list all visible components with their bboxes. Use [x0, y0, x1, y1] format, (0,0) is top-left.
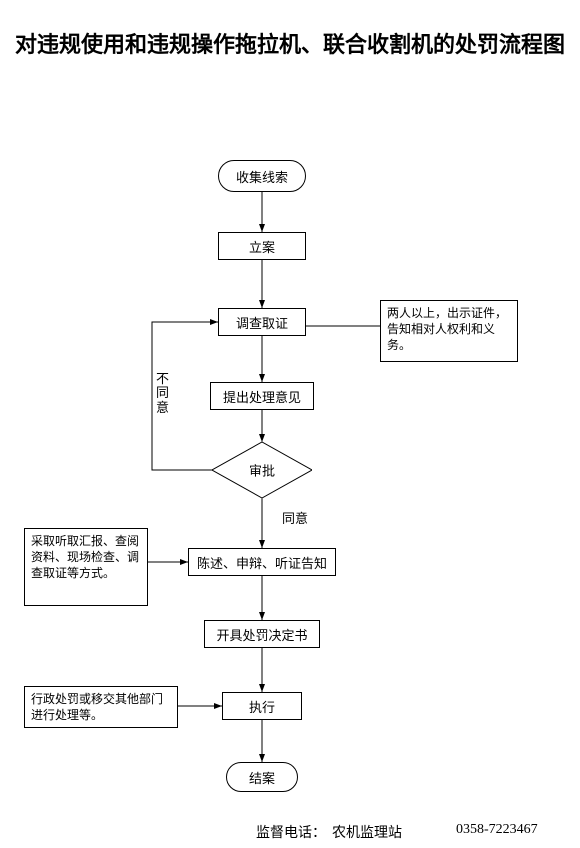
- footer-phone: 0358-7223467: [456, 822, 538, 838]
- process-n8: 执行: [222, 692, 302, 720]
- terminator-n1: 收集线索: [218, 160, 306, 192]
- annotation-a1: 两人以上，出示证件，告知相对人权利和义务。: [380, 300, 518, 362]
- process-n4: 提出处理意见: [210, 382, 314, 410]
- annotation-a2: 采取听取汇报、查阅资料、现场检查、调查取证等方式。: [24, 528, 148, 606]
- footer-label: 监督电话：: [256, 822, 326, 842]
- annotation-a3: 行政处罚或移交其他部门进行处理等。: [24, 686, 178, 728]
- process-n2: 立案: [218, 232, 306, 260]
- footer-org: 农机监理站: [332, 822, 402, 842]
- process-n6: 陈述、申辩、听证告知: [188, 548, 336, 576]
- decision-n5: 审批: [212, 442, 312, 498]
- process-n7: 开具处罚决定书: [204, 620, 320, 648]
- edge-label: 同意: [282, 508, 308, 527]
- terminator-n9: 结案: [226, 762, 298, 792]
- edge-label: 不同意: [156, 372, 170, 415]
- process-n3: 调查取证: [218, 308, 306, 336]
- decision-label: 审批: [249, 461, 275, 480]
- page-title: 对违规使用和违规操作拖拉机、联合收割机的处罚流程图: [0, 28, 580, 61]
